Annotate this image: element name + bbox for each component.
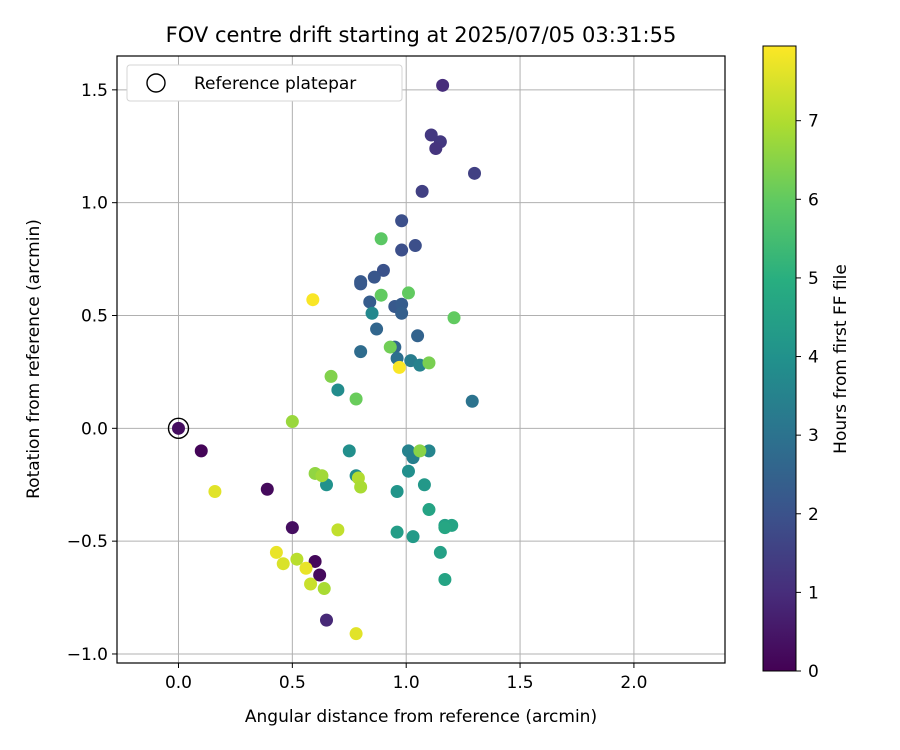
data-point	[269, 545, 283, 559]
x-tick-label: 0.5	[279, 673, 306, 693]
data-point	[429, 142, 443, 156]
data-points	[171, 78, 482, 641]
data-point	[349, 392, 363, 406]
data-point	[422, 356, 436, 370]
colorbar-tick-label: 1	[808, 583, 819, 603]
x-tick-label: 2.0	[620, 673, 647, 693]
plot-frame	[116, 55, 726, 664]
data-point	[285, 415, 299, 429]
y-axis-label: Rotation from reference (arcmin)	[24, 219, 44, 499]
y-tick-label: 0.0	[81, 419, 108, 439]
reference-marker	[167, 417, 190, 440]
data-point	[374, 288, 388, 302]
data-point	[417, 478, 431, 492]
data-point	[317, 582, 331, 596]
x-tick-label: 1.5	[507, 673, 534, 693]
chart-title: FOV centre drift starting at 2025/07/05 …	[166, 23, 677, 47]
data-point	[304, 577, 318, 591]
data-point	[376, 263, 390, 277]
data-point	[392, 360, 406, 374]
y-tick-label: −0.5	[67, 532, 108, 552]
data-point	[383, 340, 397, 354]
data-point	[433, 545, 447, 559]
data-point	[395, 243, 409, 257]
colorbar-tick-label: 7	[808, 112, 819, 132]
data-point	[438, 521, 452, 535]
x-tick-label: 1.0	[393, 673, 420, 693]
data-point	[349, 627, 363, 641]
data-point	[354, 345, 368, 359]
data-point	[413, 444, 427, 458]
data-point	[401, 286, 415, 300]
data-point	[299, 561, 313, 575]
x-tick-label: 0.0	[165, 673, 192, 693]
data-point	[276, 557, 290, 571]
data-point	[306, 293, 320, 307]
y-tick-label: 0.5	[81, 306, 108, 326]
data-point	[365, 306, 379, 320]
data-point	[331, 383, 345, 397]
data-point	[308, 554, 322, 568]
data-point	[171, 421, 185, 435]
data-point	[468, 166, 482, 180]
data-point	[208, 485, 222, 499]
data-point	[415, 184, 429, 198]
data-point	[194, 444, 208, 458]
colorbar-tick-label: 5	[808, 269, 819, 289]
data-point	[411, 329, 425, 343]
data-point	[315, 469, 329, 483]
y-tick-label: 1.0	[81, 194, 108, 214]
data-point	[395, 214, 409, 228]
legend-entry-reference: Reference platepar	[194, 74, 356, 94]
data-point	[319, 613, 333, 627]
data-point	[390, 525, 404, 539]
data-point	[354, 275, 368, 289]
legend-marker-icon	[146, 73, 166, 93]
colorbar: 0 1 2 3 4 5 6 7 Hours from first FF file	[762, 45, 851, 682]
data-point	[395, 306, 409, 320]
data-point	[424, 128, 438, 142]
y-tick-label: 1.5	[81, 81, 108, 101]
colorbar-tick-label: 2	[808, 505, 819, 525]
colorbar-gradient	[762, 45, 797, 672]
y-tick-label: −1.0	[67, 645, 108, 665]
data-point	[367, 270, 381, 284]
colorbar-tick-label: 6	[808, 190, 819, 210]
data-point	[465, 394, 479, 408]
legend: Reference platepar	[126, 64, 403, 102]
data-point	[374, 232, 388, 246]
data-point	[313, 568, 327, 582]
x-axis-ticks: 0.0 0.5 1.0 1.5 2.0	[165, 663, 647, 693]
legend-box	[126, 64, 403, 102]
data-point	[436, 78, 450, 92]
colorbar-label: Hours from first FF file	[831, 264, 851, 454]
colorbar-tick-label: 0	[808, 662, 819, 682]
data-point	[331, 523, 345, 537]
data-point	[290, 552, 304, 566]
data-point	[370, 322, 384, 336]
y-axis-ticks: −1.0 −0.5 0.0 0.5 1.0 1.5	[67, 81, 117, 665]
x-axis-label: Angular distance from reference (arcmin)	[245, 707, 597, 727]
data-point	[395, 297, 409, 311]
data-point	[438, 573, 452, 587]
data-point	[422, 444, 436, 458]
data-point	[408, 239, 422, 253]
data-point	[406, 530, 420, 544]
colorbar-ticks: 0 1 2 3 4 5 6 7	[796, 112, 819, 682]
data-point	[342, 444, 356, 458]
reference-platepar-marker	[167, 417, 190, 440]
data-point	[447, 311, 461, 325]
data-point	[260, 482, 274, 496]
data-point	[285, 521, 299, 535]
colorbar-tick-label: 3	[808, 426, 819, 446]
colorbar-tick-label: 4	[808, 348, 819, 368]
data-point	[390, 485, 404, 499]
data-point	[354, 480, 368, 494]
data-point	[401, 464, 415, 478]
data-point	[363, 295, 377, 309]
data-point	[422, 503, 436, 517]
data-point	[324, 369, 338, 383]
